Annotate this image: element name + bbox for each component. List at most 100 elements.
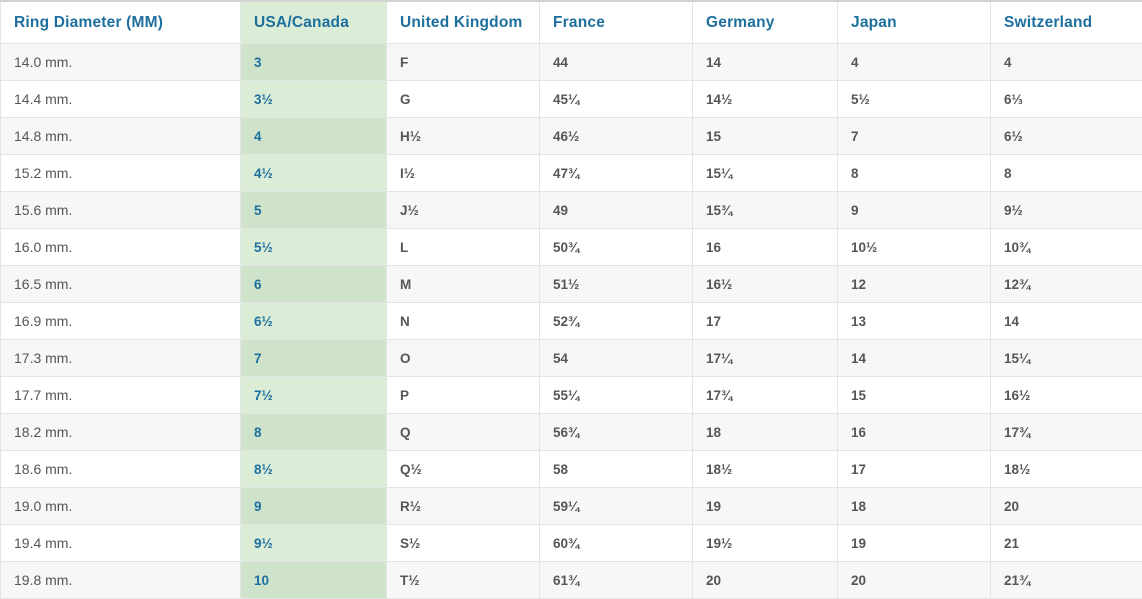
cell: 47¾	[539, 154, 693, 192]
table-row: 19.8 mm. 10 T½ 61¾ 20 20 21¾	[0, 561, 1142, 599]
cell: 15	[692, 117, 838, 155]
cell: 15¾	[692, 191, 838, 229]
cell: 8	[240, 413, 387, 451]
table-row: 14.8 mm. 4 H½ 46½ 15 7 6½	[0, 117, 1142, 155]
cell: 16	[692, 228, 838, 266]
cell: 17¾	[990, 413, 1142, 451]
table-row: 16.0 mm. 5½ L 50¾ 16 10½ 10¾	[0, 228, 1142, 266]
cell: 17¼	[692, 339, 838, 377]
row-label: 19.4 mm.	[0, 524, 241, 562]
cell: 12	[837, 265, 991, 303]
cell: 17¾	[692, 376, 838, 414]
cell: 15	[837, 376, 991, 414]
cell: 7	[240, 339, 387, 377]
cell: 4	[240, 117, 387, 155]
cell: 14	[837, 339, 991, 377]
cell: I½	[386, 154, 540, 192]
cell: S½	[386, 524, 540, 562]
row-label: 15.6 mm.	[0, 191, 241, 229]
row-label: 17.7 mm.	[0, 376, 241, 414]
cell: 7	[837, 117, 991, 155]
cell: 21¾	[990, 561, 1142, 599]
cell: 16	[837, 413, 991, 451]
cell: P	[386, 376, 540, 414]
table-row: 17.7 mm. 7½ P 55¼ 17¾ 15 16½	[0, 376, 1142, 414]
header-cell-france: France	[539, 0, 693, 44]
row-label: 19.8 mm.	[0, 561, 241, 599]
cell: 8½	[240, 450, 387, 488]
cell: 7½	[240, 376, 387, 414]
cell: 52¾	[539, 302, 693, 340]
cell: 6⅓	[990, 80, 1142, 118]
table-row: 15.6 mm. 5 J½ 49 15¾ 9 9½	[0, 191, 1142, 229]
header-cell-usa-canada: USA/Canada	[240, 0, 387, 44]
table-row: 18.6 mm. 8½ Q½ 58 18½ 17 18½	[0, 450, 1142, 488]
cell: 3	[240, 43, 387, 81]
cell: 9	[837, 191, 991, 229]
cell: L	[386, 228, 540, 266]
cell: 8	[990, 154, 1142, 192]
cell: M	[386, 265, 540, 303]
table-row: 16.9 mm. 6½ N 52¾ 17 13 14	[0, 302, 1142, 340]
cell: 54	[539, 339, 693, 377]
cell: 12¾	[990, 265, 1142, 303]
cell: H½	[386, 117, 540, 155]
row-label: 14.4 mm.	[0, 80, 241, 118]
cell: 20	[990, 487, 1142, 525]
table-row: 19.0 mm. 9 R½ 59¼ 19 18 20	[0, 487, 1142, 525]
header-cell-ring-diameter-mm: Ring Diameter (MM)	[0, 0, 241, 44]
row-label: 14.8 mm.	[0, 117, 241, 155]
cell: N	[386, 302, 540, 340]
cell: 55¼	[539, 376, 693, 414]
cell: 15¼	[692, 154, 838, 192]
cell: 50¾	[539, 228, 693, 266]
row-label: 16.0 mm.	[0, 228, 241, 266]
row-label: 18.2 mm.	[0, 413, 241, 451]
table-row: 15.2 mm. 4½ I½ 47¾ 15¼ 8 8	[0, 154, 1142, 192]
cell: O	[386, 339, 540, 377]
cell: Q½	[386, 450, 540, 488]
row-label: 16.5 mm.	[0, 265, 241, 303]
table-body: 14.0 mm. 3 F 44 14 4 4 14.4 mm. 3½ G 45¼ 14½ 5½ 6⅓ 14.…	[0, 43, 1142, 599]
cell: 10½	[837, 228, 991, 266]
cell: 5½	[240, 228, 387, 266]
table-row: 17.3 mm. 7 O 54 17¼ 14 15¼	[0, 339, 1142, 377]
row-label: 18.6 mm.	[0, 450, 241, 488]
cell: 17	[837, 450, 991, 488]
cell: 4	[990, 43, 1142, 81]
cell: 16½	[692, 265, 838, 303]
cell: 6½	[240, 302, 387, 340]
row-label: 16.9 mm.	[0, 302, 241, 340]
cell: 49	[539, 191, 693, 229]
cell: 16½	[990, 376, 1142, 414]
cell: 18	[692, 413, 838, 451]
cell: 13	[837, 302, 991, 340]
table-row: 14.4 mm. 3½ G 45¼ 14½ 5½ 6⅓	[0, 80, 1142, 118]
cell: 20	[692, 561, 838, 599]
cell: 6½	[990, 117, 1142, 155]
cell: 14½	[692, 80, 838, 118]
cell: 46½	[539, 117, 693, 155]
cell: Q	[386, 413, 540, 451]
row-label: 15.2 mm.	[0, 154, 241, 192]
cell: 45¼	[539, 80, 693, 118]
cell: 10¾	[990, 228, 1142, 266]
cell: F	[386, 43, 540, 81]
cell: 15¼	[990, 339, 1142, 377]
cell: 8	[837, 154, 991, 192]
cell: 4½	[240, 154, 387, 192]
cell: 3½	[240, 80, 387, 118]
table-row: 14.0 mm. 3 F 44 14 4 4	[0, 43, 1142, 81]
cell: G	[386, 80, 540, 118]
row-label: 17.3 mm.	[0, 339, 241, 377]
cell: 58	[539, 450, 693, 488]
cell: 18	[837, 487, 991, 525]
cell: 19½	[692, 524, 838, 562]
cell: J½	[386, 191, 540, 229]
table-row: 18.2 mm. 8 Q 56¾ 18 16 17¾	[0, 413, 1142, 451]
header-cell-japan: Japan	[837, 0, 991, 44]
cell: T½	[386, 561, 540, 599]
cell: 4	[837, 43, 991, 81]
row-label: 19.0 mm.	[0, 487, 241, 525]
